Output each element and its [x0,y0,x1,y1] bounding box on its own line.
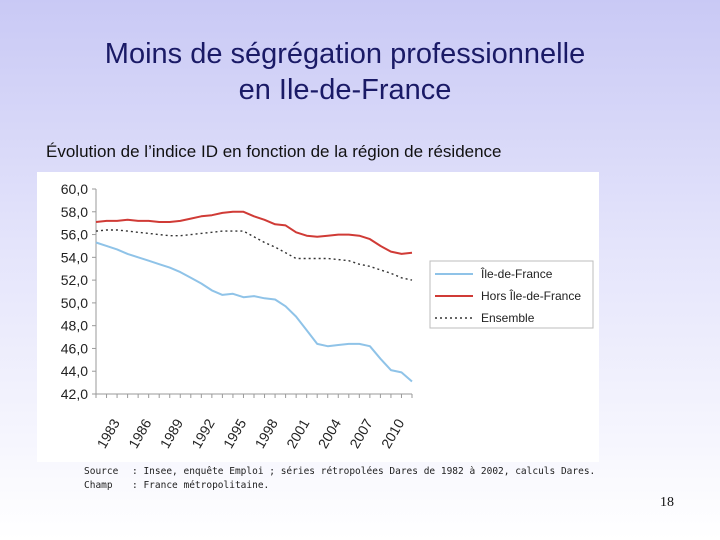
x-tick-label: 2010 [378,416,408,451]
legend-box [429,260,594,329]
legend-label-1: Île-de-France [480,266,553,281]
y-tick-label: 52,0 [61,272,88,288]
x-tick-label: 1983 [93,416,123,451]
x-tick-label: 2007 [346,416,376,451]
y-tick-label: 58,0 [61,204,88,220]
x-tick-label: 1989 [157,416,187,451]
y-tick-label: 42,0 [61,386,88,402]
legend-label-2: Hors Île-de-France [481,288,581,303]
y-tick-label: 54,0 [61,249,88,265]
series-line-1 [95,241,413,383]
champ-text: : France métropolitaine. [132,480,270,491]
y-tick-label: 44,0 [61,363,88,379]
page-number: 18 [660,495,674,510]
source-label: Source [84,466,119,477]
line-chart: 42,0 44,0 46,0 48,0 50,0 52,0 54,0 56,0 58,0 60,0… [61,181,594,451]
slide-title: Moins de ségrégation professionnelle en … [0,36,690,108]
y-tick-label: 60,0 [61,181,88,197]
x-tick-label: 1992 [188,416,218,451]
slide-title-line-1: Moins de ségrégation professionnelle [104,38,586,70]
x-tick-label: 2004 [315,416,345,451]
chart-panel: 42,0 44,0 46,0 48,0 50,0 52,0 54,0 56,0 58,0 60,0… [37,172,599,462]
y-tick-label: 50,0 [61,295,88,311]
series-line-2 [95,210,413,255]
source-notes: Source : Insee, enquête Emploi ; séries r… [84,465,595,493]
x-tick-label: 2001 [283,416,313,451]
x-tick-label: 1998 [251,416,281,451]
champ-line: Champ : France métropolitaine. [84,479,595,493]
y-tick-label: 46,0 [61,340,88,356]
chart-subtitle: Évolution de l’indice ID en fonction de … [46,142,502,161]
legend-label-3: Ensemble [481,311,535,325]
source-text: : Insee, enquête Emploi ; séries rétropo… [132,466,596,477]
source-line: Source : Insee, enquête Emploi ; séries r… [84,465,595,479]
x-tick-label: 1986 [125,416,155,451]
series-line-3 [95,229,413,281]
x-tick-label: 1995 [220,416,250,451]
slide-title-line-2: en Ile-de-France [238,74,452,106]
champ-label: Champ [84,480,113,491]
y-tick-label: 56,0 [61,227,88,243]
y-tick-label: 48,0 [61,318,88,334]
